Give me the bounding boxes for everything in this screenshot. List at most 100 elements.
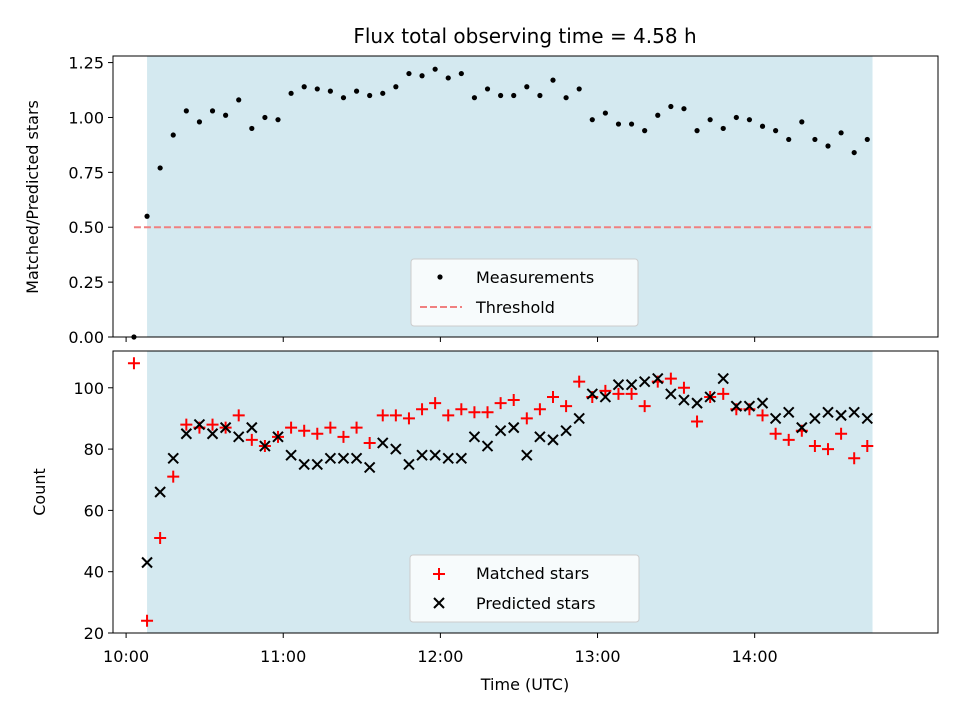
matched-star-point <box>507 394 520 407</box>
predicted-star-point <box>377 437 389 449</box>
predicted-star-point <box>233 431 245 443</box>
predicted-star-point <box>848 406 860 419</box>
measurement-point <box>511 92 517 99</box>
measurement-point <box>275 117 281 123</box>
matched-star-point <box>560 400 573 413</box>
predicted-star-point <box>560 424 572 437</box>
predicted-star-point <box>390 443 402 455</box>
legend-measurements-marker <box>437 274 443 280</box>
measurement-point <box>864 136 870 143</box>
top-y-tick-label: 0.50 <box>68 218 104 237</box>
predicted-star-point <box>822 406 834 419</box>
bottom-x-tick-label: 10:00 <box>103 647 149 666</box>
top-y-tick-label: 1.25 <box>68 54 104 73</box>
measurement-point <box>720 125 726 132</box>
measurement-point <box>786 136 792 143</box>
measurement-point <box>681 106 687 112</box>
x-axis-label: Time (UTC) <box>480 675 569 694</box>
matched-star-point <box>442 409 455 422</box>
matched-star-point <box>808 440 821 453</box>
matched-star-point <box>612 387 625 400</box>
matched-star-point <box>154 531 167 544</box>
matched-star-point <box>625 387 638 400</box>
predicted-star-point <box>429 449 441 461</box>
predicted-star-point <box>573 412 585 425</box>
predicted-star-point <box>180 428 193 440</box>
top-y-tick-label: 1.00 <box>68 108 104 127</box>
matched-star-point <box>835 427 848 440</box>
predicted-star-point <box>193 418 206 431</box>
bottom-x-tick-label: 14:00 <box>732 647 778 666</box>
predicted-star-point <box>324 452 337 464</box>
measurement-point <box>157 165 163 171</box>
measurement-point <box>314 86 320 92</box>
measurement-point <box>615 121 622 127</box>
matched-star-point <box>180 418 193 431</box>
predicted-star-point <box>494 424 507 437</box>
bottom-y-axis-label: Count <box>30 468 49 516</box>
matched-star-point <box>599 384 612 397</box>
measurement-point <box>799 119 805 125</box>
bottom-legend: Matched stars Predicted stars <box>409 554 640 623</box>
predicted-star-point <box>704 391 716 403</box>
bottom-axes-frame <box>112 350 939 634</box>
predicted-star-point <box>717 372 729 385</box>
measurement-point <box>393 84 399 90</box>
predicted-star-point <box>311 458 323 471</box>
measurement-point <box>353 88 360 94</box>
measurement-point <box>236 97 242 103</box>
measurement-point <box>524 84 530 90</box>
bottom-y-tick-label: 60 <box>84 501 104 520</box>
matched-star-point <box>638 400 651 413</box>
measurement-point <box>183 108 189 114</box>
measurement-point <box>812 136 818 143</box>
predicted-star-point <box>416 449 428 461</box>
matched-star-point <box>769 427 782 440</box>
predicted-star-point <box>246 421 258 434</box>
matched-star-point <box>337 430 350 443</box>
measurement-point <box>838 130 844 136</box>
legend-matched-marker <box>433 568 445 580</box>
matched-star-point <box>311 427 324 440</box>
predicted-star-point <box>625 379 638 391</box>
predicted-star-point <box>363 461 376 474</box>
bottom-x-axis: 10:00 11:00 12:00 13:00 14:00 <box>103 633 778 666</box>
bottom-marks <box>127 357 874 627</box>
matched-star-point <box>127 357 140 370</box>
measurement-point <box>419 73 425 79</box>
predicted-star-point <box>481 440 494 452</box>
chart-title: Flux total observing time = 4.58 h <box>353 24 696 48</box>
measurement-point <box>628 121 635 127</box>
matched-star-point <box>402 412 415 425</box>
predicted-star-point <box>141 556 153 569</box>
predicted-star-point <box>861 412 873 425</box>
matched-star-point <box>389 409 402 422</box>
top-legend: Measurements Threshold <box>410 258 639 327</box>
measurement-point <box>707 117 713 123</box>
matched-star-point <box>429 397 442 410</box>
measurement-point <box>733 114 739 121</box>
matched-star-point <box>547 390 559 403</box>
predicted-star-point <box>730 400 743 412</box>
top-y-tick-label: 0.25 <box>68 273 104 292</box>
measurement-point <box>223 112 229 118</box>
measurement-point <box>301 84 307 90</box>
predicted-star-point <box>809 412 821 425</box>
bottom-y-tick-label: 40 <box>84 563 104 582</box>
predicted-star-point <box>612 379 625 391</box>
matched-star-point <box>141 614 154 627</box>
predicted-star-point <box>154 486 166 498</box>
predicted-star-point <box>586 388 598 400</box>
predicted-star-point <box>691 397 703 409</box>
predicted-star-point <box>743 400 756 412</box>
bottom-x-tick-label: 13:00 <box>574 647 620 666</box>
matched-star-point <box>691 415 704 428</box>
predicted-star-point <box>678 394 690 406</box>
matched-star-point <box>861 440 874 453</box>
legend-predicted-label: Predicted stars <box>476 594 596 613</box>
bottom-x-tick-label: 11:00 <box>260 647 306 666</box>
predicted-star-point <box>756 397 769 409</box>
matched-star-point <box>206 418 219 431</box>
predicted-star-point <box>259 440 271 452</box>
